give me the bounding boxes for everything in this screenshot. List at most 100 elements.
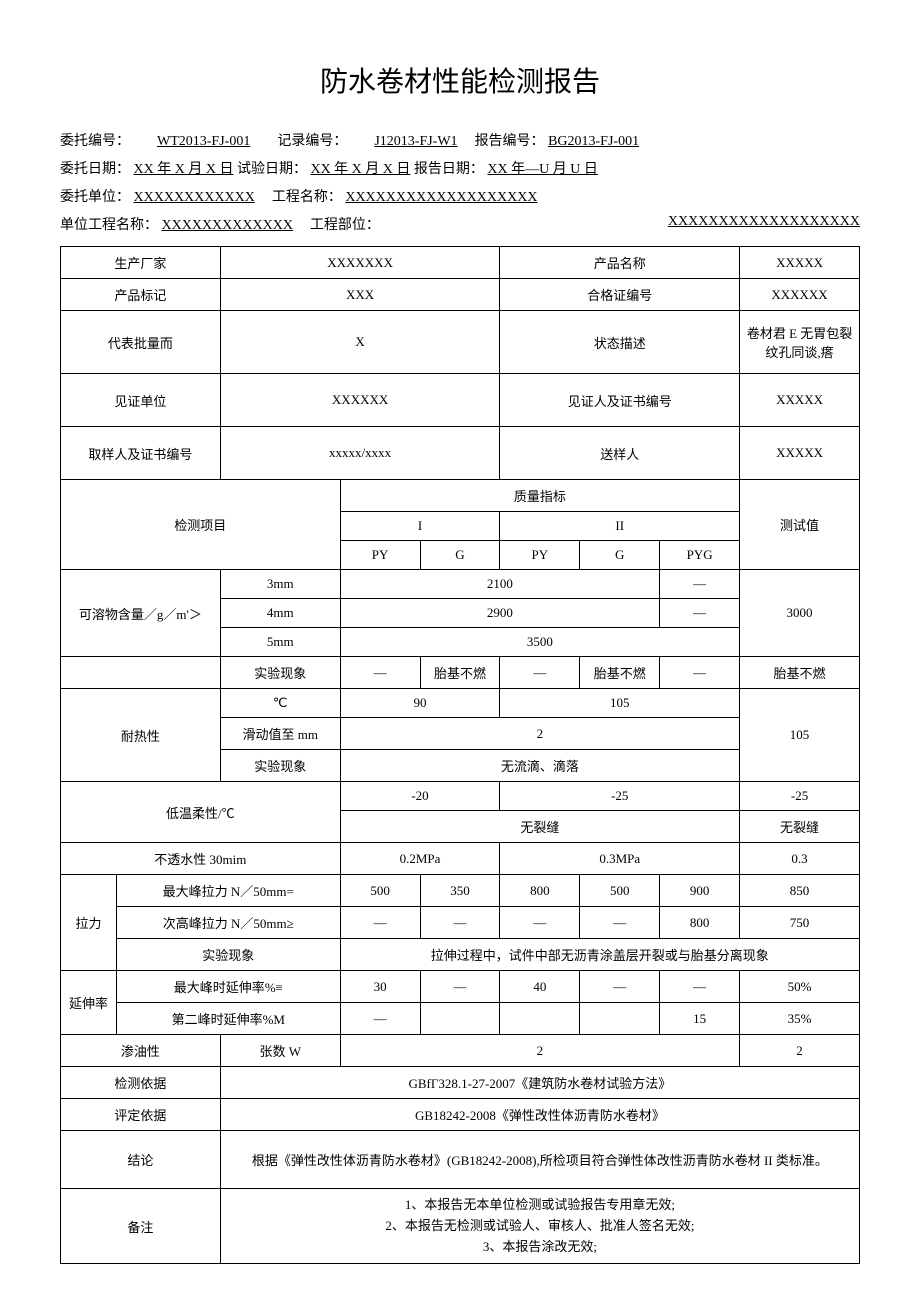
tension-max-label: 最大峰拉力 N／50mm= (116, 875, 340, 907)
tension-second-G1: — (420, 907, 500, 939)
conclusion-label: 结论 (61, 1131, 221, 1189)
elong-max-PY2: 40 (500, 971, 580, 1003)
table-row: 拉力 最大峰拉力 N／50mm= 500 350 800 500 900 850 (61, 875, 860, 907)
heat-slide-val: 2 (340, 718, 739, 750)
oil-label: 渗油性 (61, 1035, 221, 1067)
report-table: 生产厂家 XXXXXXX 产品名称 XXXXX 产品标记 XXX 合格证编号 X… (60, 246, 860, 1264)
product-name-label: 产品名称 (500, 247, 740, 279)
table-row: 低温柔性/℃ -20 -25 -25 (61, 782, 860, 811)
product-name: XXXXX (740, 247, 860, 279)
elong-second-PYG: 15 (660, 1003, 740, 1035)
elong-max-result: 50% (740, 971, 860, 1003)
tension-second-PYG: 800 (660, 907, 740, 939)
table-row: 延伸率 最大峰时延伸率%≡ 30 — 40 — — 50% (61, 971, 860, 1003)
table-row: 生产厂家 XXXXXXX 产品名称 XXXXX (61, 247, 860, 279)
oil-result: 2 (740, 1035, 860, 1067)
table-row: 第二峰时延伸率%M — 15 35% (61, 1003, 860, 1035)
table-row: 检测依据 GBfΓ328.1-27-2007《建筑防水卷材试验方法》 (61, 1067, 860, 1099)
report-no-label: 报告编号： (475, 130, 545, 150)
elong-second-G1 (420, 1003, 500, 1035)
entrust-no-label: 委托编号： (60, 130, 130, 150)
table-row: 实验现象 — 胎基不燃 — 胎基不燃 — 胎基不燃 (61, 657, 860, 689)
tension-second-result: 750 (740, 907, 860, 939)
tension-second-G2: — (580, 907, 660, 939)
solubles-4mm: 4mm (220, 599, 340, 628)
oil-val: 2 (340, 1035, 739, 1067)
table-row: 备注 1、本报告无本单位检测或试验报告专用章无效; 2、本报告无检测或试验人、审… (61, 1189, 860, 1264)
heat-slide-label: 滑动值至 mm (220, 718, 340, 750)
sub-project: XXXXXXXXXXXXX (162, 218, 293, 234)
imperm-result: 0.3 (740, 843, 860, 875)
solubles-phen-d2: — (500, 657, 580, 689)
quality-index-header: 质量指标 (340, 480, 739, 512)
judge-basis: GB18242-2008《弹性改性体沥青防水卷材》 (220, 1099, 859, 1131)
table-row: 耐热性 ℃ 90 105 105 (61, 689, 860, 718)
solubles-phen-d1: — (340, 657, 420, 689)
sender-label: 送样人 (500, 427, 740, 480)
product-mark: XXX (220, 279, 500, 311)
solubles-3mm: 3mm (220, 570, 340, 599)
solubles-4mm-dash: — (660, 599, 740, 628)
table-row: 取样人及证书编号 xxxxx/xxxx 送样人 XXXXX (61, 427, 860, 480)
elong-second-G2 (580, 1003, 660, 1035)
state: 卷材君 E 无胃包裂纹孔同谈,瘩 (740, 311, 860, 374)
meta-line-4: 单位工程名称： XXXXXXXXXXXXX 工程部位： XXXXXXXXXXXX… (60, 214, 860, 234)
record-no-label: 记录编号： (277, 130, 347, 150)
cert-no: XXXXXX (740, 279, 860, 311)
sub-project-label: 单位工程名称： (60, 214, 158, 234)
report-title: 防水卷材性能检测报告 (60, 60, 860, 100)
table-row: 渗油性 张数 W 2 2 (61, 1035, 860, 1067)
batch-label: 代表批量而 (61, 311, 221, 374)
heat-phen-label: 实验现象 (220, 750, 340, 782)
meta-line-3: 委托单位： XXXXXXXXXXXX 工程名称： XXXXXXXXXXXXXXX… (60, 186, 860, 206)
oil-sub-label: 张数 W (220, 1035, 340, 1067)
heat-c-I: 90 (340, 689, 500, 718)
table-row: 可溶物含量／g／m'＞ 3mm 2100 — 3000 (61, 570, 860, 599)
meta-line-2: 委托日期： XX 年 X 月 X 日 试验日期： XX 年 X 月 X 日 报告… (60, 158, 860, 178)
imperm-label: 不透水性 30mim (61, 843, 341, 875)
lowtemp-II: -25 (500, 782, 740, 811)
project-part-label: 工程部位： (310, 214, 380, 234)
group-II-header: II (500, 512, 740, 541)
table-row: 产品标记 XXX 合格证编号 XXXXXX (61, 279, 860, 311)
solubles-phen-t1: 胎基不燃 (420, 657, 500, 689)
manufacturer: XXXXXXX (220, 247, 500, 279)
elong-max-label: 最大峰时延伸率%≡ (116, 971, 340, 1003)
solubles-phen-result: 胎基不燃 (740, 657, 860, 689)
lowtemp-result2: 无裂缝 (740, 811, 860, 843)
lowtemp-label: 低温柔性/℃ (61, 782, 341, 843)
col-G-1: G (420, 541, 500, 570)
group-I-header: I (340, 512, 500, 541)
entrust-no: WT2013-FJ-001 (157, 134, 250, 150)
table-row: 见证单位 XXXXXX 见证人及证书编号 XXXXX (61, 374, 860, 427)
elong-max-G2: — (580, 971, 660, 1003)
record-no: J12013-FJ-W1 (374, 134, 457, 150)
solubles-5mm: 5mm (220, 628, 340, 657)
table-row: 结论 根据《弹性改性体沥青防水卷材》(GB18242-2008),所检项目符合弹… (61, 1131, 860, 1189)
note-2: 2、本报告无检测或试验人、审核人、批准人签名无效; (225, 1216, 855, 1237)
solubles-phen-label: 实验现象 (220, 657, 340, 689)
test-item-header: 检测项目 (61, 480, 341, 570)
tension-phen-label: 实验现象 (116, 939, 340, 971)
imperm-I: 0.2MPa (340, 843, 500, 875)
solubles-result: 3000 (740, 570, 860, 657)
heat-phen-val: 无流滴、滴落 (340, 750, 739, 782)
tension-max-G2: 500 (580, 875, 660, 907)
elong-second-label: 第二峰时延伸率%M (116, 1003, 340, 1035)
solubles-4mm-val: 2900 (340, 599, 660, 628)
tension-second-PY2: — (500, 907, 580, 939)
cert-no-label: 合格证编号 (500, 279, 740, 311)
lowtemp-row2: 无裂缝 (340, 811, 739, 843)
tension-max-PYG: 900 (660, 875, 740, 907)
sender: XXXXX (740, 427, 860, 480)
test-date-label: 试验日期： (237, 158, 307, 178)
col-G-2: G (580, 541, 660, 570)
manufacturer-label: 生产厂家 (61, 247, 221, 279)
heat-c-label: ℃ (220, 689, 340, 718)
notes-cell: 1、本报告无本单位检测或试验报告专用章无效; 2、本报告无检测或试验人、审核人、… (220, 1189, 859, 1264)
heat-label: 耐热性 (61, 689, 221, 782)
lowtemp-result1: -25 (740, 782, 860, 811)
conclusion: 根据《弹性改性体沥青防水卷材》(GB18242-2008),所检项目符合弹性体改… (220, 1131, 859, 1189)
solubles-phen-blank (61, 657, 221, 689)
notes-label: 备注 (61, 1189, 221, 1264)
